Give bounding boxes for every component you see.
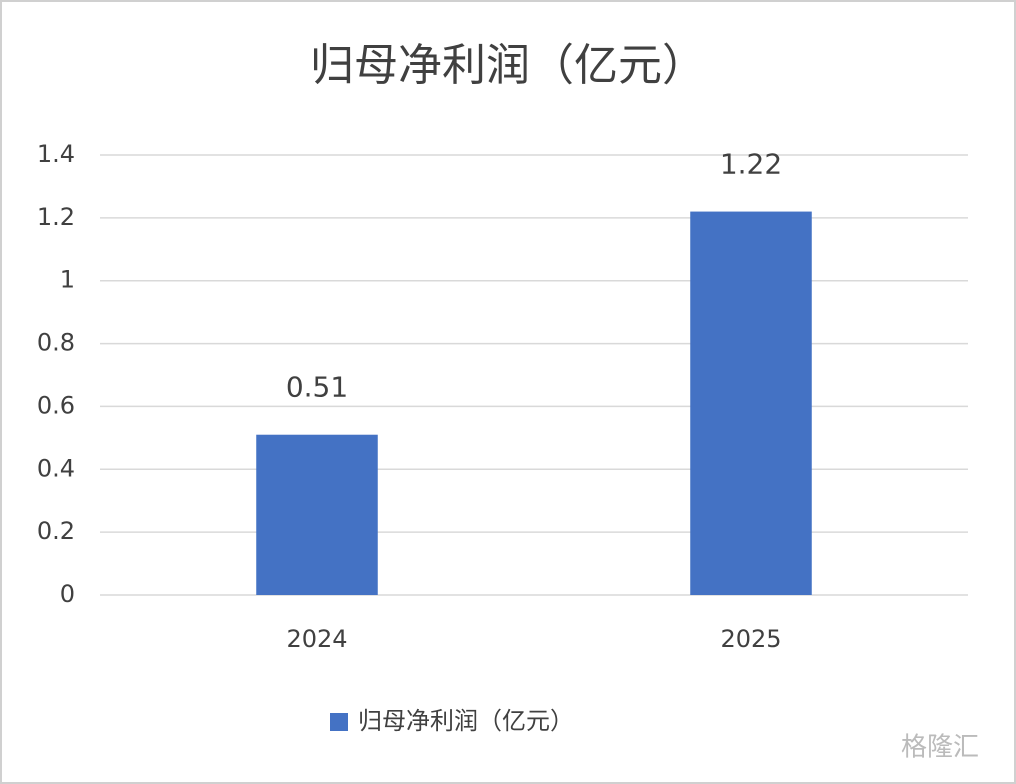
bar xyxy=(256,434,378,595)
watermark: 格隆汇 xyxy=(901,733,979,763)
x-tick-label: 2024 xyxy=(286,625,347,653)
y-tick-label: 0.4 xyxy=(37,454,75,482)
y-tick-label: 1 xyxy=(60,266,75,294)
bar xyxy=(690,211,812,596)
y-tick-label: 0.6 xyxy=(37,391,75,419)
y-tick-label: 0 xyxy=(60,580,75,608)
legend-swatch xyxy=(330,713,348,731)
data-label: 0.51 xyxy=(286,371,348,404)
data-label: 1.22 xyxy=(720,148,782,181)
legend-label: 归母净利润（亿元） xyxy=(358,707,574,735)
y-tick-label: 1.4 xyxy=(37,140,75,168)
y-tick-label: 0.8 xyxy=(37,329,75,357)
x-tick-label: 2025 xyxy=(720,625,781,653)
y-tick-label: 0.2 xyxy=(37,517,75,545)
y-tick-label: 1.2 xyxy=(37,203,75,231)
chart-title: 归母净利润（亿元） xyxy=(310,40,706,91)
